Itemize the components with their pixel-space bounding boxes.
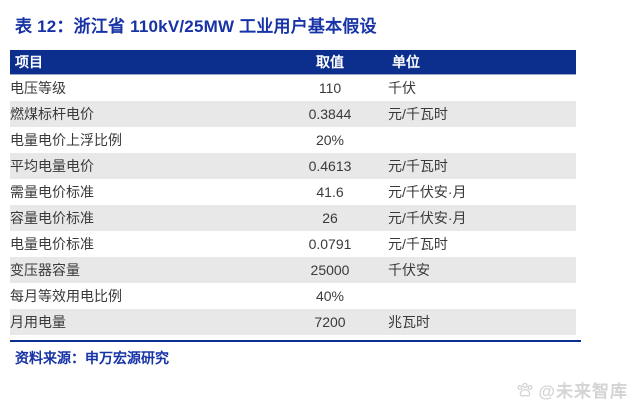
table-row: 变压器容量 25000 千伏安 bbox=[10, 257, 576, 283]
value-cell: 25000 bbox=[310, 262, 350, 278]
unit-cell bbox=[388, 283, 576, 309]
item-cell: 变压器容量 bbox=[10, 262, 80, 278]
table-row: 每月等效用电比例 40% bbox=[10, 283, 576, 309]
table-header-row: 项目 取值 单位 bbox=[10, 50, 576, 75]
table-body: 电压等级 110 千伏 燃煤标杆电价 0.3844 元/千瓦时 电量电价上浮比例 20% 平均电… bbox=[10, 74, 576, 335]
unit-cell: 元/千伏安·月 bbox=[388, 210, 467, 226]
unit-cell: 千伏 bbox=[388, 80, 416, 96]
unit-cell: 兆瓦时 bbox=[388, 314, 430, 330]
value-cell: 0.4613 bbox=[308, 158, 352, 174]
paw-icon bbox=[515, 380, 535, 400]
item-cell: 电压等级 bbox=[10, 80, 66, 96]
value-cell: 41.6 bbox=[316, 184, 344, 200]
unit-cell: 元/千瓦时 bbox=[388, 158, 448, 174]
table-row: 平均电量电价 0.4613 元/千瓦时 bbox=[10, 153, 576, 179]
value-cell: 7200 bbox=[314, 314, 346, 330]
value-cell: 26 bbox=[322, 210, 338, 226]
unit-cell: 元/千瓦时 bbox=[388, 106, 448, 122]
unit-cell bbox=[388, 127, 576, 153]
item-cell: 容量电价标准 bbox=[10, 210, 94, 226]
table-row: 月用电量 7200 兆瓦时 bbox=[10, 309, 576, 335]
assumptions-table: 项目 取值 单位 电压等级 110 千伏 燃煤标杆电价 0.3844 元/千瓦时 电量电价上… bbox=[10, 50, 576, 335]
source-note: 资料来源：申万宏源研究 bbox=[10, 340, 581, 368]
unit-cell: 元/千瓦时 bbox=[388, 236, 448, 252]
watermark: @未来智库 bbox=[515, 377, 628, 402]
value-cell: 0.0791 bbox=[308, 236, 352, 252]
watermark-text: @未来智库 bbox=[538, 382, 628, 401]
value-cell: 0.3844 bbox=[308, 106, 352, 122]
value-cell: 40% bbox=[315, 288, 345, 304]
item-cell: 平均电量电价 bbox=[10, 158, 94, 174]
table-row: 电量电价标准 0.0791 元/千瓦时 bbox=[10, 231, 576, 257]
item-cell: 电量电价上浮比例 bbox=[10, 132, 122, 148]
item-cell: 燃煤标杆电价 bbox=[10, 106, 94, 122]
unit-cell: 元/千伏安·月 bbox=[388, 184, 467, 200]
unit-cell: 千伏安 bbox=[388, 262, 430, 278]
table-row: 燃煤标杆电价 0.3844 元/千瓦时 bbox=[10, 101, 576, 127]
table-row: 电量电价上浮比例 20% bbox=[10, 127, 576, 153]
column-header-value: 取值 bbox=[272, 50, 388, 75]
column-header-unit: 单位 bbox=[388, 50, 576, 75]
column-header-item: 项目 bbox=[10, 50, 272, 75]
table-row: 容量电价标准 26 元/千伏安·月 bbox=[10, 205, 576, 231]
table-row: 电压等级 110 千伏 bbox=[10, 74, 576, 101]
table-title: 表 12：浙江省 110kV/25MW 工业用户基本假设 bbox=[15, 17, 377, 36]
table-row: 需量电价标准 41.6 元/千伏安·月 bbox=[10, 179, 576, 205]
item-cell: 月用电量 bbox=[10, 314, 66, 330]
item-cell: 需量电价标准 bbox=[10, 184, 94, 200]
item-cell: 每月等效用电比例 bbox=[10, 288, 122, 304]
value-cell: 20% bbox=[315, 132, 345, 148]
item-cell: 电量电价标准 bbox=[10, 236, 94, 252]
source-text: 资料来源：申万宏源研究 bbox=[15, 350, 169, 366]
value-cell: 110 bbox=[318, 80, 342, 96]
